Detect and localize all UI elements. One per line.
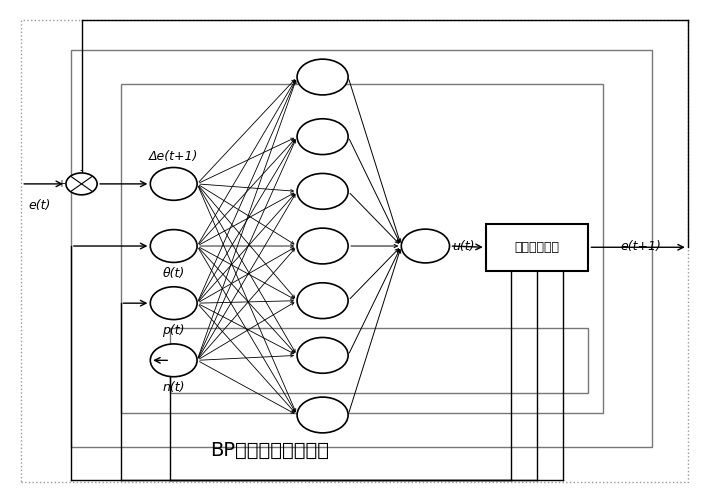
Text: BP神经网络控制模块: BP神经网络控制模块	[210, 441, 329, 460]
Text: Δe(t+1): Δe(t+1)	[149, 150, 199, 163]
Circle shape	[150, 167, 197, 200]
Bar	[486, 224, 588, 271]
Text: e(t+1): e(t+1)	[620, 240, 661, 252]
Circle shape	[150, 230, 197, 262]
Circle shape	[401, 229, 450, 263]
Text: u(t): u(t)	[452, 240, 475, 252]
Bar	[121, 84, 603, 413]
Bar	[71, 50, 652, 447]
Text: p(t): p(t)	[162, 324, 185, 337]
Circle shape	[66, 173, 97, 195]
Bar	[170, 328, 588, 393]
Circle shape	[150, 344, 197, 377]
Circle shape	[297, 397, 348, 433]
Circle shape	[297, 119, 348, 155]
Text: -: -	[80, 165, 83, 174]
Text: e(t): e(t)	[28, 199, 51, 212]
Text: 电液控制模块: 电液控制模块	[515, 241, 559, 254]
Text: θ(t): θ(t)	[162, 267, 185, 280]
Circle shape	[297, 228, 348, 264]
Circle shape	[297, 337, 348, 373]
Circle shape	[297, 173, 348, 209]
Text: n(t): n(t)	[162, 381, 185, 394]
Circle shape	[150, 287, 197, 320]
Text: +: +	[57, 179, 65, 189]
Circle shape	[297, 283, 348, 319]
Circle shape	[297, 59, 348, 95]
